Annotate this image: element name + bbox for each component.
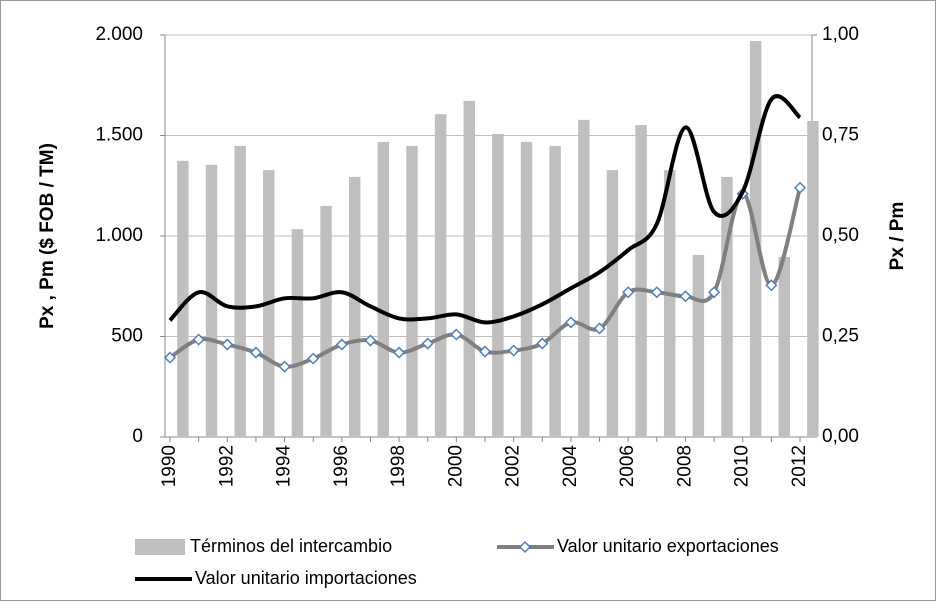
bar (348, 176, 361, 437)
x-tick-label: 2010 (732, 445, 753, 487)
bar (434, 114, 447, 437)
bar (663, 170, 676, 437)
marker (364, 334, 377, 347)
bar (291, 229, 304, 437)
bar (177, 160, 189, 438)
bar (320, 205, 332, 437)
legend-label: Términos del intercambio (190, 536, 392, 556)
marker (765, 279, 778, 292)
legend-label: Valor unitario importaciones (195, 568, 417, 588)
bar (778, 256, 790, 437)
y-tick-label: 500 (111, 326, 143, 347)
y-axis-title: Px , Pm ($ FOB / TM) (37, 143, 58, 329)
marker (249, 346, 262, 359)
x-tick-label: 2002 (503, 445, 524, 487)
legend-label: Valor unitario exportaciones (557, 536, 779, 556)
y-tick-label: 1.500 (95, 125, 143, 146)
y-tick-label: 2.000 (95, 24, 143, 45)
x-tick-label: 1996 (331, 445, 352, 487)
x-tick-label: 1998 (388, 445, 409, 487)
marker (564, 316, 577, 329)
y-tick-label: 1.000 (95, 225, 143, 246)
marker (536, 337, 549, 350)
bar (635, 125, 647, 437)
x-tick-label: 1992 (216, 445, 237, 487)
marker (192, 333, 205, 346)
marker (163, 351, 177, 364)
x-tick-label: 2000 (445, 445, 466, 487)
marker (221, 338, 234, 351)
x-tick-label: 2006 (617, 445, 638, 487)
x-tick-label: 2004 (560, 445, 581, 488)
bar (205, 164, 218, 437)
marker (421, 337, 434, 350)
line (168, 94, 802, 325)
x-tick-label: 2008 (674, 445, 695, 487)
bar (377, 141, 390, 437)
bar (606, 170, 619, 437)
y2-tick-label: 0,25 (822, 326, 859, 347)
legend-marker (518, 540, 532, 554)
bar (692, 254, 705, 437)
marker (507, 344, 520, 357)
bar (721, 176, 733, 437)
y2-tick-label: 0,75 (822, 125, 859, 146)
bar (520, 141, 533, 437)
marker (307, 352, 320, 365)
marker (278, 360, 291, 373)
marker (393, 346, 406, 359)
marker (679, 290, 692, 303)
marker (593, 322, 606, 335)
marker (793, 181, 807, 194)
y2-tick-label: 1,00 (822, 24, 859, 45)
x-tick-label: 2012 (789, 445, 810, 487)
y2-tick-label: 0,00 (822, 426, 859, 447)
y2-tick-label: 0,50 (822, 225, 859, 246)
x-tick-label: 1990 (159, 445, 180, 487)
bar (578, 119, 590, 438)
y-tick-label: 0 (132, 426, 143, 447)
marker (478, 345, 492, 358)
bar (234, 145, 246, 437)
marker (622, 286, 635, 299)
bar (807, 121, 819, 437)
marker (708, 286, 721, 299)
bar (549, 145, 561, 437)
legend-swatch (135, 539, 185, 555)
marker (450, 328, 463, 341)
bar (492, 133, 504, 437)
y2-axis-title: Px / Pm (887, 202, 908, 271)
marker (335, 338, 348, 351)
bar (463, 100, 475, 437)
bar (406, 145, 418, 437)
x-tick-label: 1994 (274, 445, 295, 488)
marker (650, 286, 663, 299)
